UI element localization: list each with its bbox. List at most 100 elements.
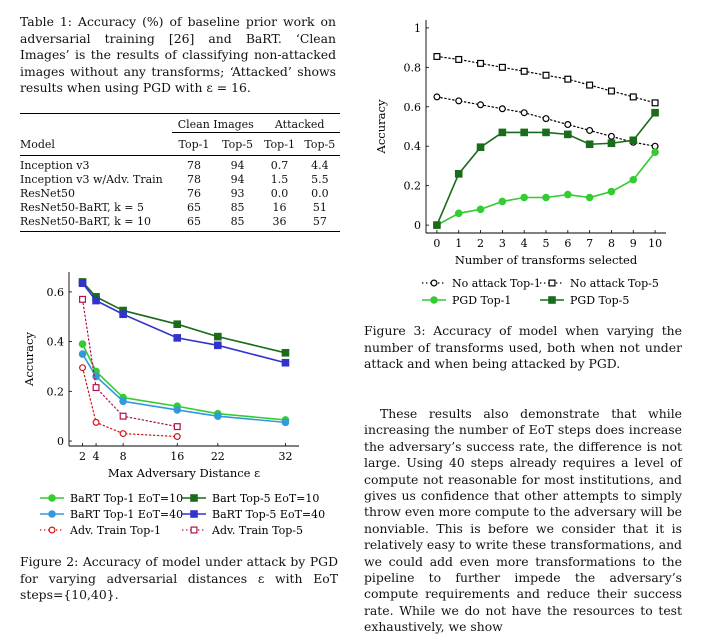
data-point — [79, 295, 87, 303]
legend-label: No attack Top-1 — [452, 277, 541, 290]
x-tick-label: 16 — [170, 450, 184, 463]
cell-value: 5.5 — [311, 173, 329, 186]
data-point — [455, 97, 463, 105]
legend-marker — [48, 510, 56, 518]
data-point — [214, 341, 222, 350]
cell-value: 4.4 — [311, 159, 329, 172]
cell-value: 65 — [186, 201, 201, 214]
table-row: ResNet50 76 93 0.0 0.0 — [20, 187, 340, 201]
legend-label: BaRT Top-1 EoT=10 — [70, 492, 183, 505]
body-paragraph: These results also demonstrate that whil… — [364, 406, 682, 635]
y-tick-label: 0.6 — [47, 286, 65, 299]
data-point — [173, 406, 182, 414]
data-point — [92, 296, 100, 305]
data-point — [498, 105, 506, 113]
cell-value: 78 — [186, 159, 201, 172]
col-clean-top1: Top-1 — [178, 138, 210, 151]
cell-value: 0.0 — [311, 187, 329, 200]
data-point — [119, 412, 127, 420]
x-tick-label: 4 — [93, 450, 100, 463]
series-line — [81, 367, 178, 438]
cell-value: 85 — [230, 215, 245, 228]
data-point — [214, 412, 222, 420]
data-point — [629, 136, 638, 145]
cell-value: 57 — [312, 215, 327, 228]
data-point — [498, 63, 506, 71]
x-tick-label: 4 — [521, 237, 528, 250]
group-attacked: Attacked — [259, 113, 340, 133]
series-line — [81, 353, 287, 424]
data-point — [564, 190, 572, 199]
data-point — [281, 348, 290, 357]
cell-model: Inception v3 w/Adv. Train — [20, 173, 163, 186]
legend-marker — [430, 296, 438, 304]
x-tick-label: 9 — [630, 237, 637, 250]
legend-label: BaRT Top-5 EoT=40 — [212, 508, 325, 521]
data-point — [173, 320, 182, 329]
data-point — [520, 67, 528, 75]
data-point — [498, 128, 507, 137]
cell-value: 0.7 — [270, 159, 289, 172]
legend-marker — [548, 296, 556, 304]
y-tick-label: 0 — [414, 219, 421, 232]
data-point — [520, 109, 528, 117]
results-table: Clean Images Attacked Model Top-1 Top-5 … — [20, 113, 340, 232]
data-point — [564, 130, 572, 139]
data-point — [433, 221, 441, 229]
data-point — [454, 209, 463, 218]
x-tick-label: 8 — [608, 237, 615, 250]
cell-model: Inception v3 — [20, 159, 90, 172]
y-tick-label: 0.4 — [404, 140, 422, 153]
table-row: Inception v3 w/Adv. Train 78 94 1.5 5.5 — [20, 173, 340, 187]
x-axis-label: Max Adversary Distance ε — [108, 466, 260, 480]
legend-label: Bart Top-5 EoT=10 — [212, 492, 319, 505]
y-tick-label: 0.8 — [404, 61, 422, 74]
series-line — [436, 55, 656, 104]
x-tick-label: 32 — [278, 450, 292, 463]
cell-value: 85 — [230, 201, 245, 214]
data-point — [498, 197, 507, 206]
cell-value: 36 — [272, 215, 287, 228]
data-point — [586, 81, 594, 89]
data-point — [433, 93, 441, 101]
y-tick-label: 0.2 — [47, 385, 65, 398]
legend-marker — [48, 494, 56, 502]
table-row: ResNet50-BaRT, k = 10 65 85 36 57 — [20, 215, 340, 232]
data-point — [520, 193, 528, 202]
table1-caption: Table 1: Accuracy (%) of baseline prior … — [20, 14, 336, 95]
figure2-chart: 0 0.2 0.4 0.6 2 4 8 16 22 32 Max Adversary Distanc… — [22, 272, 325, 537]
data-point — [79, 364, 87, 372]
y-tick-label: 0.6 — [404, 101, 422, 114]
data-point — [173, 334, 182, 342]
cell-value: 94 — [230, 159, 245, 172]
data-point — [651, 142, 659, 150]
table1: Clean Images Attacked Model Top-1 Top-5 … — [20, 113, 340, 232]
data-point — [586, 126, 594, 134]
data-point — [214, 332, 222, 341]
x-tick-label: 2 — [477, 237, 484, 250]
data-point — [564, 75, 572, 83]
cell-value: 78 — [186, 173, 201, 186]
cell-model: ResNet50-BaRT, k = 10 — [20, 215, 152, 228]
x-tick-label: 1 — [455, 237, 462, 250]
legend-label: PGD Top-5 — [570, 294, 629, 307]
data-point — [542, 193, 550, 202]
y-tick-label: 1 — [414, 22, 421, 35]
data-point — [78, 340, 87, 348]
legend-marker — [48, 526, 56, 534]
x-tick-label: 2 — [79, 450, 86, 463]
data-point — [585, 140, 594, 149]
cell-value: 76 — [186, 187, 201, 200]
data-point — [477, 101, 485, 109]
y-tick-label: 0.2 — [404, 180, 422, 193]
cell-value: 0.0 — [270, 187, 289, 200]
legend-label: Adv. Train Top-5 — [211, 524, 303, 537]
cell-model: ResNet50-BaRT, k = 5 — [20, 201, 145, 214]
x-tick-label: 10 — [648, 237, 662, 250]
x-tick-label: 0 — [433, 237, 440, 250]
data-point — [92, 384, 100, 392]
data-point — [173, 423, 181, 431]
data-point — [454, 170, 463, 178]
data-point — [629, 93, 637, 101]
